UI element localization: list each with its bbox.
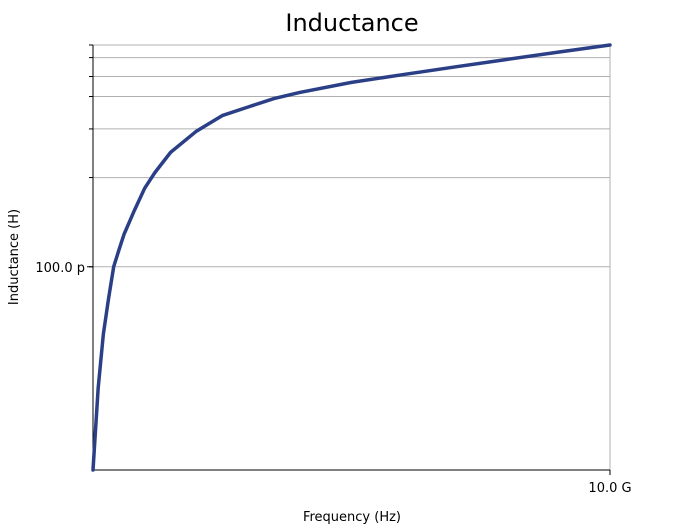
chart-title: Inductance <box>285 9 418 37</box>
axes <box>92 45 610 471</box>
y-tick-label: 100.0 p <box>35 261 85 276</box>
ticks: 100.0 p 10.0 G <box>35 261 631 496</box>
series-line <box>91 43 612 472</box>
y-axis-label: Inductance (H) <box>7 209 22 305</box>
x-axis-label: Frequency (Hz) <box>303 510 401 525</box>
grid <box>89 44 611 470</box>
x-tick-label: 10.0 G <box>588 481 631 496</box>
